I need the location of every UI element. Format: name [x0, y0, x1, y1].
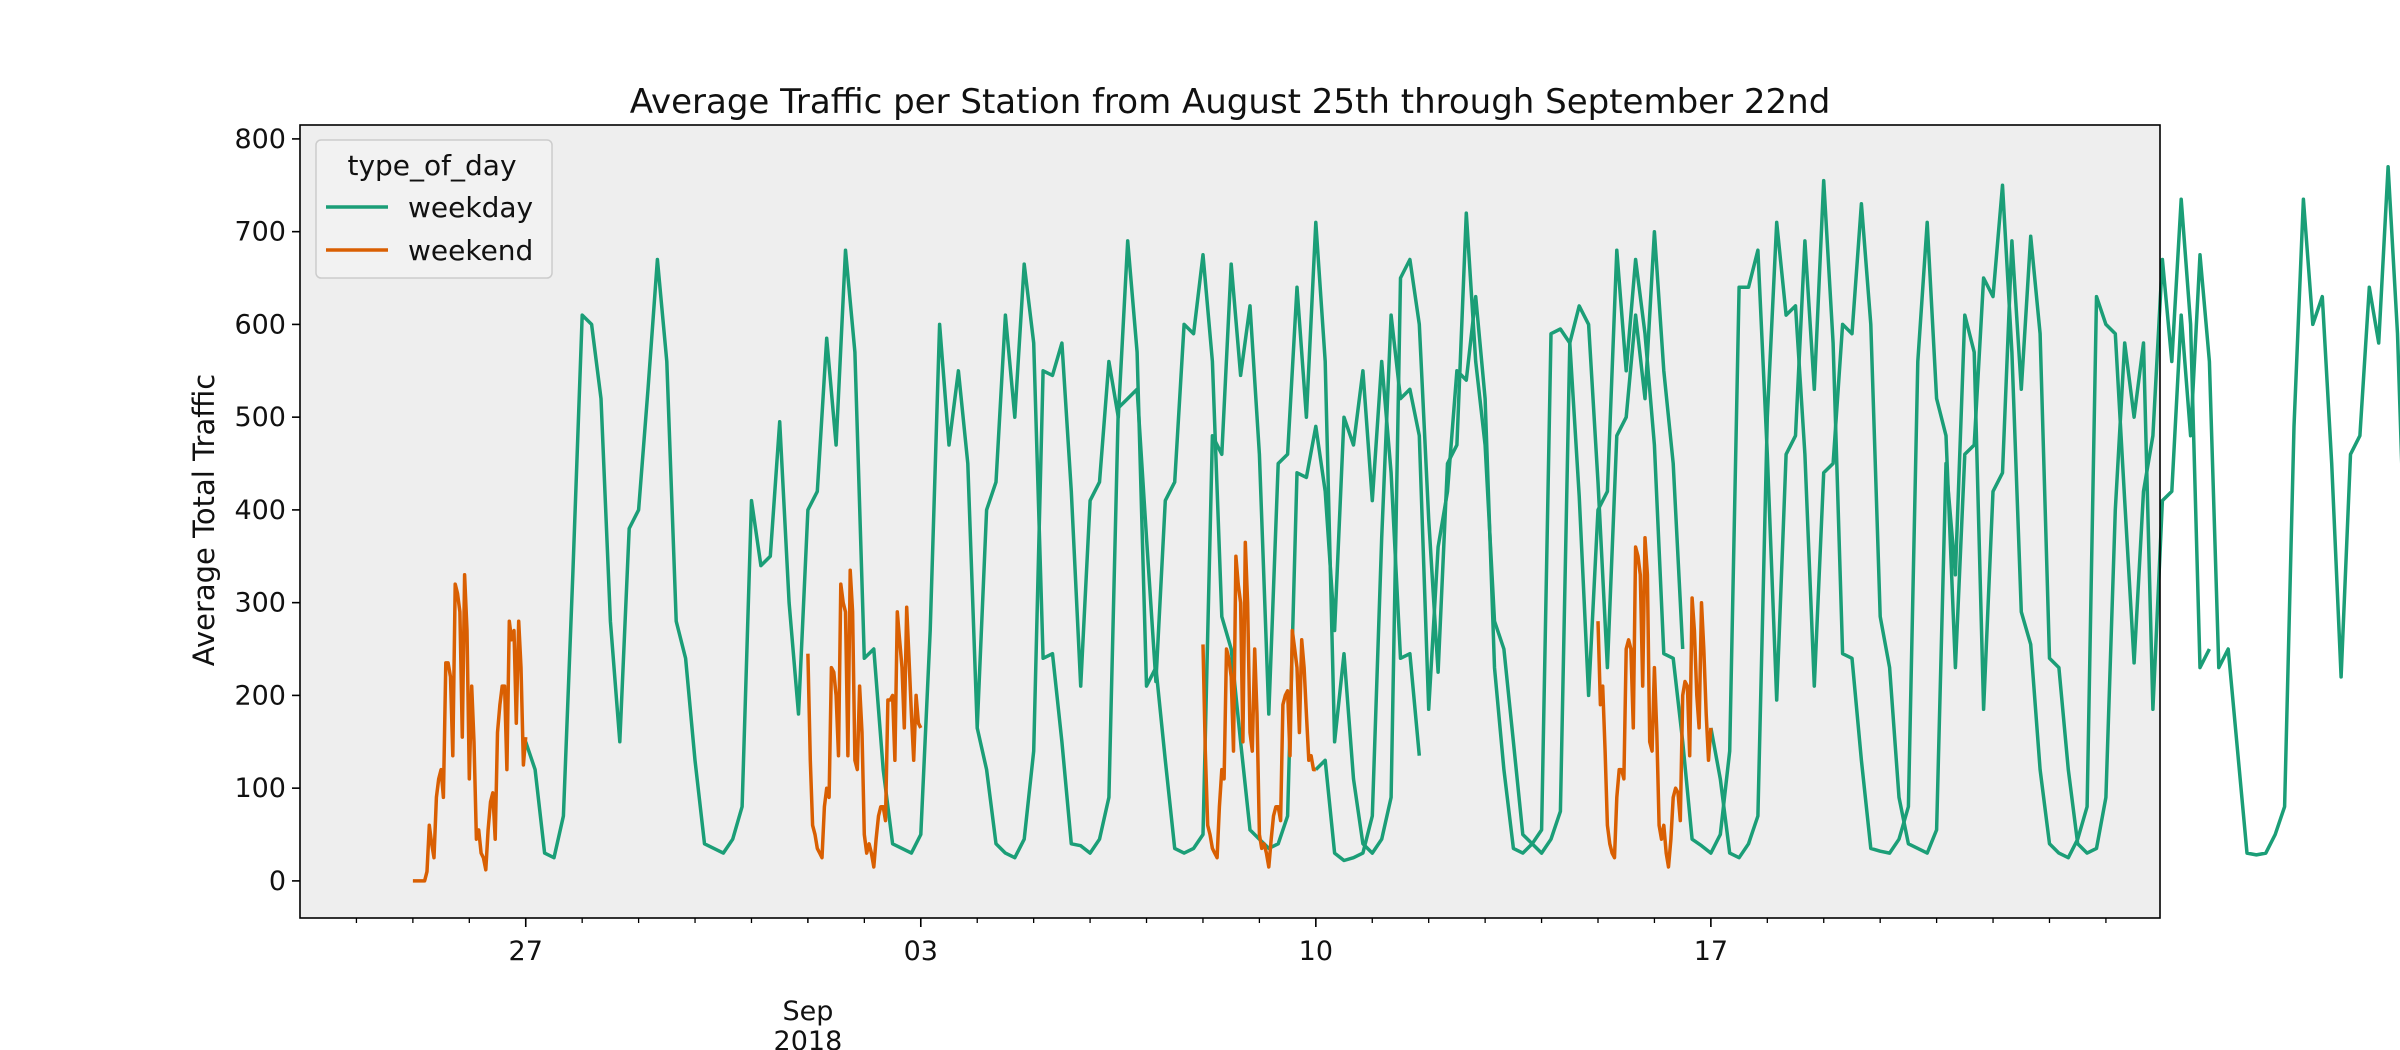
legend-label-weekday: weekday [408, 191, 533, 224]
y-tick-label: 0 [269, 866, 286, 897]
y-tick-label: 100 [234, 773, 286, 804]
series-line-weekday-3 [1709, 164, 2400, 860]
plot-area [300, 125, 2160, 918]
series-line-weekend-2 [1201, 540, 1316, 869]
y-tick-label: 200 [234, 680, 286, 711]
series-line-weekday-2 [1314, 178, 2211, 863]
y-tick-label: 700 [234, 217, 286, 248]
x-month-label: Sep [782, 996, 833, 1027]
y-tick-label: 500 [234, 402, 286, 433]
series-line-weekend-0 [412, 573, 528, 883]
legend-label-weekend: weekend [408, 234, 533, 267]
y-axis-label: Average Total Traffic [187, 374, 221, 666]
y-tick-label: 800 [234, 124, 286, 155]
x-tick-label: 17 [1694, 936, 1728, 967]
legend-box [315, 139, 553, 279]
chart-title: Average Traffic per Station from August … [630, 82, 1831, 122]
y-tick-label: 300 [234, 588, 286, 619]
series-line-weekend-3 [1596, 535, 1713, 869]
series-line-weekend-1 [806, 568, 923, 869]
legend: type_of_day weekday weekend [315, 139, 553, 279]
series-line-weekday-1 [975, 211, 1685, 860]
x-tick-label: 03 [904, 936, 938, 967]
legend-title: type_of_day [347, 149, 516, 182]
series-layer [412, 164, 2400, 883]
y-axis: 0 100 200 300 400 500 600 700 800 [234, 124, 300, 897]
x-tick-label: 27 [509, 936, 543, 967]
y-tick-label: 400 [234, 495, 286, 526]
plot-frame [299, 124, 2161, 919]
x-month-label: 2018 [774, 1026, 843, 1050]
y-tick-label: 600 [234, 309, 286, 340]
x-tick-label: 10 [1299, 936, 1333, 967]
